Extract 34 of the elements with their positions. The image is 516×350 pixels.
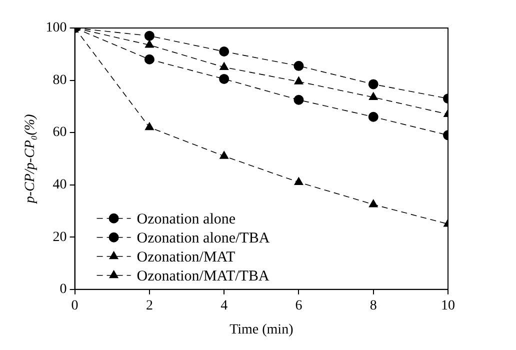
point [220,62,228,70]
point [368,92,378,100]
y-tick-label: 100 [46,20,67,36]
y-tick-label: 80 [52,72,67,88]
point [294,94,304,105]
legend-label: Ozonation alone/TBA [136,230,270,246]
point [144,30,154,41]
y-tick-label: 0 [60,282,67,298]
x-tick-label: 8 [370,298,377,314]
point [368,79,378,90]
x-tick-label: 0 [71,298,78,314]
point [219,46,230,57]
legend-label: Ozonation/MAT [136,249,236,266]
point [294,76,304,84]
x-tick-label: 10 [441,298,455,314]
x-tick-label: 2 [146,298,153,314]
y-tick-label: 40 [52,178,67,193]
x-tick-label: 6 [295,298,302,314]
point [219,74,230,84]
point [220,151,228,159]
y-axis-title: p-CP/p-CP₀(%) [23,114,38,204]
legend-label: Ozonation/MAT/TBA [136,268,270,284]
x-tick-label: 4 [220,298,228,314]
point [145,40,154,48]
y-tick-label: 60 [52,125,67,140]
y-tick-label: 20 [52,230,67,245]
point [368,199,378,208]
legend-label: Ozonation alone [136,211,236,228]
point [145,122,154,130]
point [368,112,378,122]
point [144,54,154,64]
x-axis-title: Time (min) [230,322,294,338]
point [294,60,304,71]
point [294,177,304,185]
